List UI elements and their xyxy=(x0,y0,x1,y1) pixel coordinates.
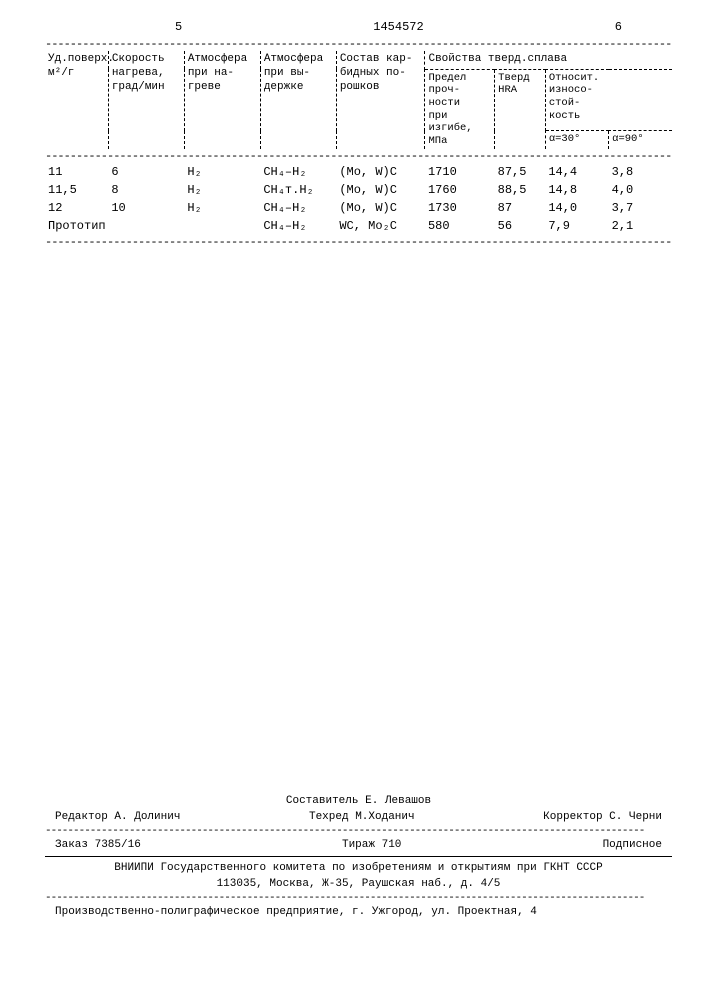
cell: CH₄т.H₂ xyxy=(260,181,336,199)
cell: CH₄–H₂ xyxy=(260,163,336,181)
page-num-left: 5 xyxy=(175,20,182,34)
cell: 1710 xyxy=(425,163,495,181)
cell: (Mo, W)C xyxy=(336,199,425,217)
col-header: Уд.поверх. м²/г xyxy=(45,51,108,149)
cell: (Mo, W)C xyxy=(336,163,425,181)
cell: 8 xyxy=(108,181,184,199)
cell: CH₄–H₂ xyxy=(260,199,336,217)
data-table-body: 11 6 H₂ CH₄–H₂ (Mo, W)C 1710 87,5 14,4 3… xyxy=(45,163,672,235)
footer-compiler: Составитель Е. Левашов xyxy=(45,793,672,809)
document-number: 1454572 xyxy=(373,20,423,34)
table-row: Прототип CH₄–H₂ WC, Mo₂C 580 56 7,9 2,1 xyxy=(45,217,672,235)
page-header: 5 1454572 6 xyxy=(45,20,672,34)
cell: 1760 xyxy=(425,181,495,199)
col-subheader: Предел проч- ности при изгибе, МПа xyxy=(425,69,495,149)
col-subheader: Тверд HRA xyxy=(495,69,546,149)
footer-editor: Редактор А. Долинич xyxy=(55,811,180,823)
cell: H₂ xyxy=(184,163,260,181)
cell xyxy=(184,217,260,235)
cell: 12 xyxy=(45,199,108,217)
col-header: Атмосфера при на- греве xyxy=(184,51,260,149)
cell: 88,5 xyxy=(495,181,546,199)
footer-org2: 113035, Москва, Ж-35, Раушская наб., д. … xyxy=(45,876,672,892)
footer-tirage: Тираж 710 xyxy=(342,839,401,851)
cell: 11 xyxy=(45,163,108,181)
table-header-row: Уд.поверх. м²/г Скорость нагрева, град/м… xyxy=(45,51,672,69)
footer-credits: Редактор А. Долинич Техред М.Ходанич Кор… xyxy=(45,809,672,825)
footer-techred: Техред М.Ходанич xyxy=(309,811,415,823)
col-header: Состав кар- бидных по- рошков xyxy=(336,51,425,149)
table-row: 12 10 H₂ CH₄–H₂ (Mo, W)C 1730 87 14,0 3,… xyxy=(45,199,672,217)
footer-solid-line xyxy=(45,856,672,857)
cell: 14,8 xyxy=(545,181,608,199)
cell: 10 xyxy=(108,199,184,217)
col-header: Скорость нагрева, град/мин xyxy=(108,51,184,149)
footer-corrector: Корректор С. Черни xyxy=(543,811,662,823)
cell: 7,9 xyxy=(545,217,608,235)
cell: 87,5 xyxy=(495,163,546,181)
table-row: 11 6 H₂ CH₄–H₂ (Mo, W)C 1710 87,5 14,4 3… xyxy=(45,163,672,181)
cell: H₂ xyxy=(184,181,260,199)
cell: 6 xyxy=(108,163,184,181)
table-bottom-border: ----------------------------------------… xyxy=(45,235,672,249)
cell: 3,8 xyxy=(609,163,672,181)
col-header: Атмосфера при вы- держке xyxy=(260,51,336,149)
cell: (Mo, W)C xyxy=(336,181,425,199)
footer-order-row: Заказ 7385/16 Тираж 710 Подписное xyxy=(45,837,672,853)
col-group-header: Свойства тверд.сплава xyxy=(425,51,672,69)
cell: Прототип xyxy=(45,217,108,235)
footer-sub: Подписное xyxy=(603,839,662,851)
cell: CH₄–H₂ xyxy=(260,217,336,235)
page-num-right: 6 xyxy=(615,20,622,34)
cell: H₂ xyxy=(184,199,260,217)
cell: 4,0 xyxy=(609,181,672,199)
footer-order: Заказ 7385/16 xyxy=(55,839,141,851)
footer-org1: ВНИИПИ Государственного комитета по изоб… xyxy=(45,860,672,876)
cell: 580 xyxy=(425,217,495,235)
footer-divider: ----------------------------------------… xyxy=(45,892,672,904)
footer-org3: Производственно-полиграфическое предприя… xyxy=(45,904,672,920)
alpha-label: α=90° xyxy=(609,131,672,149)
cell: 14,4 xyxy=(545,163,608,181)
col-subheader: Относит. износо- стой- кость xyxy=(545,69,672,131)
cell: 2,1 xyxy=(609,217,672,235)
cell xyxy=(108,217,184,235)
cell: 11,5 xyxy=(45,181,108,199)
table-top-border: ----------------------------------------… xyxy=(45,37,672,51)
cell: 14,0 xyxy=(545,199,608,217)
footer-divider: ----------------------------------------… xyxy=(45,825,672,837)
cell: 56 xyxy=(495,217,546,235)
alpha-label: α=30° xyxy=(545,131,608,149)
cell: 3,7 xyxy=(609,199,672,217)
data-table: Уд.поверх. м²/г Скорость нагрева, град/м… xyxy=(45,51,672,149)
cell: 1730 xyxy=(425,199,495,217)
cell: WC, Mo₂C xyxy=(336,217,425,235)
table-mid-border: ----------------------------------------… xyxy=(45,149,672,163)
table-row: 11,5 8 H₂ CH₄т.H₂ (Mo, W)C 1760 88,5 14,… xyxy=(45,181,672,199)
cell: 87 xyxy=(495,199,546,217)
footer: Составитель Е. Левашов Редактор А. Долин… xyxy=(45,793,672,920)
